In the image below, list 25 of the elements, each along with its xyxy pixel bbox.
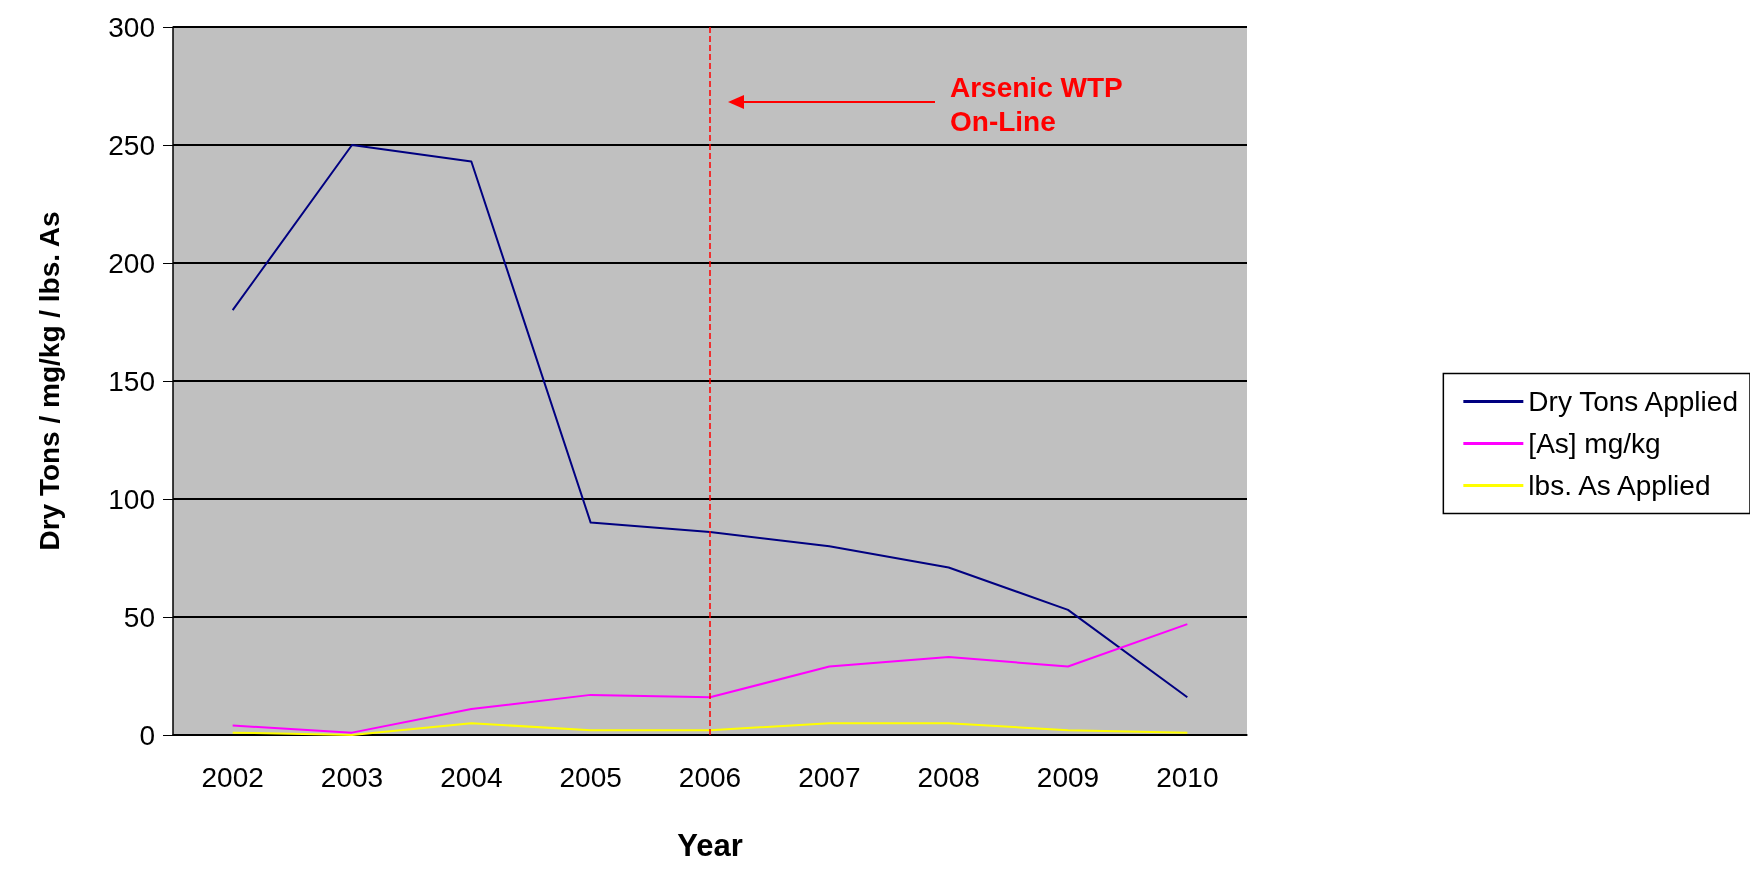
y-tick-label: 200: [108, 247, 155, 279]
y-axis-title: Dry Tons / mg/kg / lbs. As: [33, 211, 65, 551]
y-tick-label: 250: [108, 129, 155, 161]
legend-label: [As] mg/kg: [1528, 428, 1661, 459]
line-series: [231, 623, 1189, 734]
y-tick-label: 50: [123, 601, 155, 633]
line-series: [231, 722, 1189, 736]
y-tick-label: 0: [139, 719, 155, 751]
line-series: [231, 144, 1189, 699]
x-tick-label: 2010: [1156, 761, 1219, 793]
x-tick-label: 2007: [798, 761, 861, 793]
x-tick-label: 2006: [678, 761, 742, 793]
y-tick-label: 100: [108, 483, 155, 515]
x-tick-label: 2002: [201, 761, 264, 793]
legend-label: Dry Tons Applied: [1528, 386, 1738, 417]
legend-label: lbs. As Applied: [1528, 470, 1711, 501]
x-tick-label: 2004: [440, 761, 503, 793]
y-tick-label: 300: [108, 11, 155, 43]
x-tick-label: 2009: [1036, 761, 1100, 793]
x-tick-label: 2003: [320, 761, 384, 793]
y-tick-label: 150: [108, 365, 155, 397]
annotation: Arsenic WTP On-Line: [950, 71, 1123, 137]
x-tick-label: 2008: [917, 761, 980, 793]
x-axis-title: Year: [677, 828, 743, 863]
x-tick-label: 2005: [559, 761, 622, 793]
